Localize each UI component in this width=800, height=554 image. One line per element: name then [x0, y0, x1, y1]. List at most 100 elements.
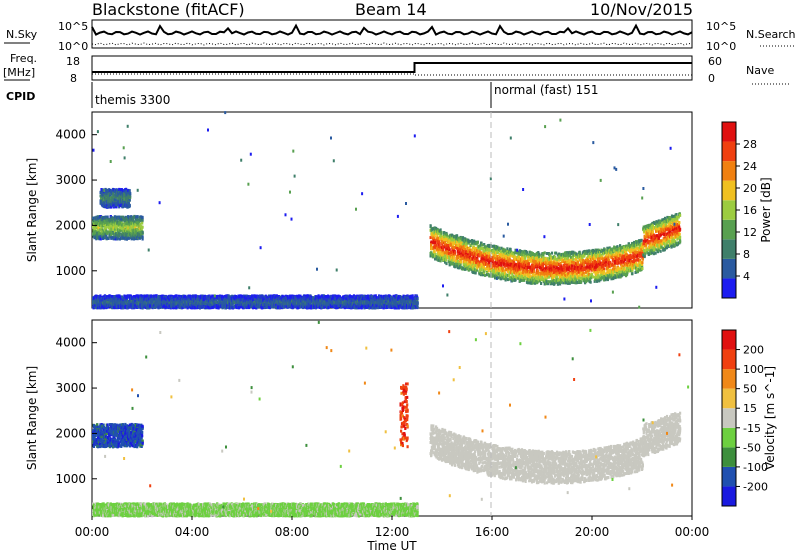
data-cell — [612, 257, 615, 261]
data-cell — [570, 255, 573, 259]
data-cell — [114, 218, 117, 222]
data-cell — [124, 204, 127, 208]
data-cell — [112, 218, 115, 222]
data-cell — [511, 254, 514, 258]
data-cell — [468, 254, 471, 257]
data-cell — [484, 249, 487, 253]
data-cell — [465, 251, 468, 255]
data-cell — [623, 246, 626, 250]
data-cell — [480, 241, 483, 245]
data-cell — [622, 265, 625, 269]
data-cell — [529, 257, 532, 261]
data-cell — [112, 188, 115, 192]
data-cell — [595, 271, 598, 275]
data-cell — [634, 259, 637, 263]
data-cell — [644, 252, 647, 256]
data-cell — [607, 268, 610, 272]
data-cell — [474, 271, 477, 275]
data-cell — [667, 220, 670, 224]
data-cell — [632, 248, 635, 252]
data-cell — [665, 243, 668, 246]
data-cell — [660, 243, 663, 247]
data-cell — [515, 268, 518, 272]
data-cell — [618, 257, 621, 261]
data-cell — [580, 270, 583, 274]
data-cell — [590, 276, 593, 280]
data-cell — [530, 252, 533, 255]
data-cell — [503, 257, 506, 261]
data-cell — [639, 254, 642, 258]
data-cell — [469, 239, 472, 243]
data-cell — [657, 248, 660, 252]
data-cell — [622, 260, 625, 263]
data-cell — [141, 225, 144, 229]
data-cell — [498, 263, 501, 267]
data-cell — [506, 247, 509, 251]
data-cell — [610, 247, 613, 251]
data-cell — [465, 250, 468, 254]
data-cell — [496, 254, 499, 258]
data-cell — [627, 258, 630, 262]
data-cell — [114, 199, 117, 203]
data-cell — [522, 270, 525, 274]
data-cell — [515, 266, 518, 270]
data-cell — [441, 240, 444, 244]
data-cell — [517, 272, 520, 276]
data-cell — [99, 232, 102, 236]
data-cell — [451, 238, 454, 242]
data-cell — [635, 261, 638, 265]
data-cell — [644, 239, 647, 243]
data-cell — [475, 264, 479, 268]
data-cell — [603, 267, 606, 271]
data-cell — [612, 253, 615, 257]
data-cell — [559, 255, 562, 259]
data-cell — [537, 275, 540, 279]
data-cell — [543, 282, 546, 286]
data-cell — [605, 263, 608, 267]
data-cell — [605, 253, 608, 257]
data-cell — [448, 240, 451, 244]
data-cell — [507, 270, 510, 274]
data-cell — [529, 278, 532, 282]
data-cell — [476, 266, 479, 270]
data-cell — [565, 260, 568, 264]
data-cell — [109, 200, 112, 204]
data-cell — [534, 281, 537, 285]
data-cell — [603, 278, 606, 282]
data-cell — [655, 225, 658, 229]
data-cell — [555, 266, 559, 270]
data-cell — [127, 188, 130, 192]
data-cell — [637, 247, 640, 251]
data-cell — [578, 250, 581, 254]
data-cell — [657, 236, 660, 240]
data-cell — [572, 257, 575, 261]
data-cell — [594, 278, 597, 281]
data-cell — [564, 278, 567, 282]
data-cell — [464, 262, 467, 266]
data-cell — [613, 249, 616, 253]
data-cell — [445, 262, 448, 266]
data-cell — [510, 259, 513, 263]
data-cell — [487, 267, 490, 270]
data-cell — [640, 242, 644, 246]
data-cell — [474, 268, 477, 272]
data-cell — [111, 227, 114, 231]
data-cell — [468, 267, 471, 271]
data-cell — [599, 251, 602, 255]
data-cell — [136, 215, 139, 219]
data-cell — [677, 215, 680, 219]
data-cell — [440, 253, 444, 257]
data-cell — [668, 223, 671, 227]
data-cell — [542, 253, 545, 257]
data-cell — [630, 269, 633, 273]
data-cell — [593, 279, 596, 283]
data-cell — [563, 279, 566, 283]
data-cell — [518, 270, 521, 274]
data-cell — [590, 273, 594, 277]
data-cell — [613, 263, 616, 267]
data-cell — [460, 260, 463, 264]
data-cell — [110, 221, 113, 225]
data-cell — [440, 233, 443, 237]
data-cell — [491, 268, 494, 272]
data-cell — [663, 242, 666, 245]
